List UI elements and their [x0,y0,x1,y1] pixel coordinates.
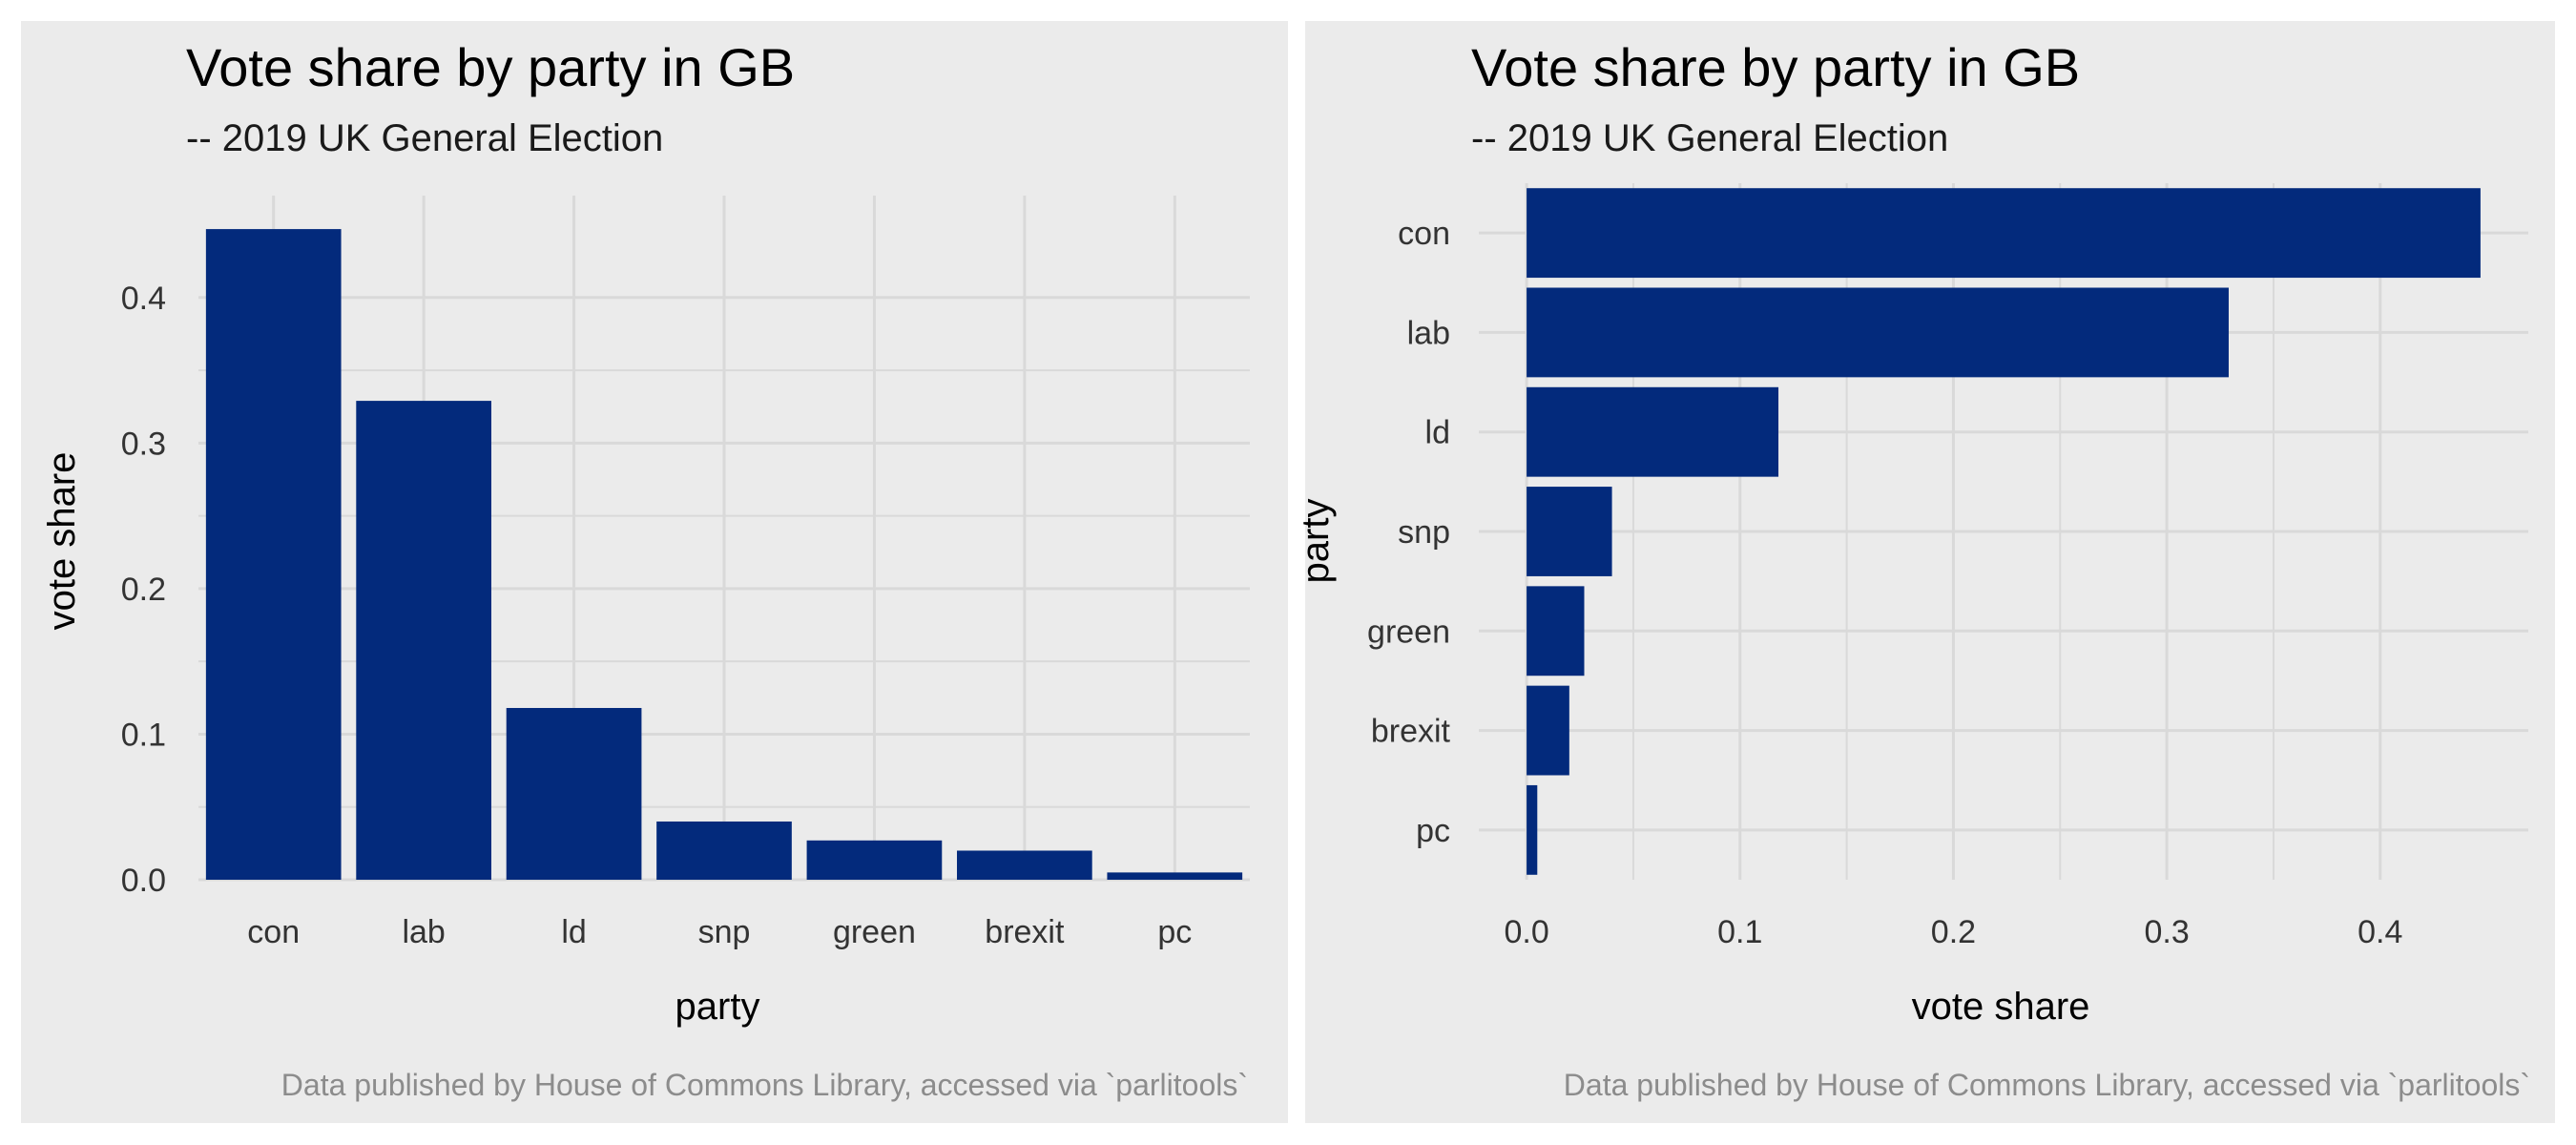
left-bar-pc [1107,872,1243,880]
right-y-tick-label: ld [1425,415,1450,451]
left-bars [205,229,1243,881]
left-y-tick-label: 0.2 [121,572,166,608]
left-y-ticks: 0.0 0.1 0.2 0.3 0.4 [121,281,166,899]
right-y-tick-label: con [1398,216,1450,252]
right-bar-lab [1527,287,2229,378]
left-y-tick-label: 0.0 [121,863,166,899]
left-bar-ld [506,707,642,880]
right-chart-background [1305,21,2555,1123]
right-bar-ld [1527,386,1779,477]
right-y-tick-label: green [1367,614,1450,650]
left-bar-snp [656,821,792,880]
right-bar-brexit [1527,685,1569,776]
left-x-ticks: con lab ld snp green brexit pc [247,914,1192,950]
left-caption: Data published by House of Commons Libra… [281,1068,1248,1102]
right-x-tick-label: 0.4 [2358,914,2402,950]
right-y-tick-label: snp [1398,514,1450,551]
right-bars [1527,188,2481,875]
left-chart: con lab ld snp green brexit pc 0.0 0.1 0.2 0.3 0.4… [21,21,1288,1123]
right-x-tick-label: 0.0 [1504,914,1548,950]
right-y-axis-title: party [1295,499,1337,584]
left-x-tick-label: green [833,914,916,950]
right-chart-title: Vote share by party in GB [1471,37,2080,97]
left-bar-lab [356,401,491,880]
right-bar-pc [1527,784,1538,875]
left-chart-subtitle: -- 2019 UK General Election [186,117,663,159]
right-y-tick-label: lab [1407,315,1450,351]
left-bar-brexit [957,850,1092,880]
right-y-tick-label: brexit [1371,714,1451,750]
left-y-axis-title: vote share [41,452,83,631]
left-bar-green [806,840,943,880]
left-x-tick-label: brexit [985,914,1065,950]
left-x-tick-label: pc [1157,914,1192,950]
right-y-tick-label: pc [1416,813,1450,849]
right-caption: Data published by House of Commons Libra… [1564,1068,2530,1102]
right-x-tick-label: 0.3 [2144,914,2189,950]
right-bar-snp [1527,487,1612,576]
left-chart-title: Vote share by party in GB [186,37,795,97]
left-x-axis-title: party [675,986,760,1028]
left-x-tick-label: con [247,914,300,950]
right-x-tick-label: 0.1 [1717,914,1762,950]
left-x-tick-label: snp [698,914,751,950]
right-x-axis-title: vote share [1912,986,2090,1028]
right-y-ticks: con lab ld snp green brexit pc [1367,216,1451,849]
left-y-tick-label: 0.3 [121,426,166,462]
right-bar-con [1527,188,2481,279]
left-y-tick-label: 0.4 [121,281,166,317]
left-bar-con [205,229,342,881]
right-x-ticks: 0.0 0.1 0.2 0.3 0.4 [1504,914,2402,950]
left-x-tick-label: lab [402,914,445,950]
right-chart: con lab ld snp green brexit pc 0.0 0.1 0.2 0.3 0.4… [1295,21,2555,1123]
right-chart-subtitle: -- 2019 UK General Election [1471,117,1948,159]
right-bar-green [1527,586,1585,677]
right-x-tick-label: 0.2 [1931,914,1976,950]
left-y-tick-label: 0.1 [121,717,166,753]
left-x-tick-label: ld [561,914,586,950]
